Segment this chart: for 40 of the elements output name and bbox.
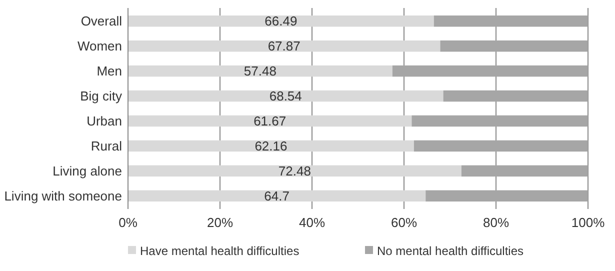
bar: [414, 140, 588, 152]
data-label: 68.54: [269, 88, 302, 104]
x-tick-label: 80%: [482, 215, 510, 230]
bar: [461, 165, 588, 177]
y-tick-label: Women: [77, 38, 122, 54]
data-label: 57.48: [244, 64, 276, 79]
y-tick-label: Living with someone: [4, 188, 122, 204]
y-tick-label: Overall: [80, 14, 122, 29]
bar: [426, 190, 588, 202]
data-label: 72.48: [278, 163, 311, 178]
legend-label: No mental health difficulties: [377, 244, 524, 258]
data-label: 61.67: [254, 114, 286, 129]
data-label: 67.87: [268, 38, 300, 54]
bar: [128, 115, 412, 127]
bar: [128, 15, 434, 27]
bar: [128, 90, 444, 102]
y-tick-label: Big city: [80, 88, 122, 104]
bar: [440, 40, 588, 52]
x-tick-label: 0%: [118, 215, 138, 230]
y-tick-label: Urban: [86, 114, 122, 129]
bar: [128, 165, 462, 177]
x-tick-label: 40%: [298, 215, 326, 230]
x-tick-label: 60%: [390, 215, 418, 230]
data-label: 64.7: [264, 188, 290, 204]
bar: [412, 115, 588, 127]
bar: [128, 65, 392, 77]
bar: [128, 190, 426, 202]
data-label: 66.49: [264, 14, 298, 29]
bar: [434, 15, 588, 27]
x-tick-label: 20%: [206, 215, 234, 230]
bar: [128, 140, 414, 152]
bar: [392, 65, 588, 77]
bar: [128, 40, 440, 52]
y-tick-label: Men: [96, 64, 122, 79]
x-tick-label: 100%: [571, 215, 606, 230]
y-tick-label: Rural: [90, 138, 122, 154]
legend-label: Have mental health difficulties: [140, 244, 300, 258]
bar: [443, 90, 588, 102]
y-tick-label: Living alone: [52, 163, 122, 178]
data-label: 62.16: [254, 138, 288, 154]
